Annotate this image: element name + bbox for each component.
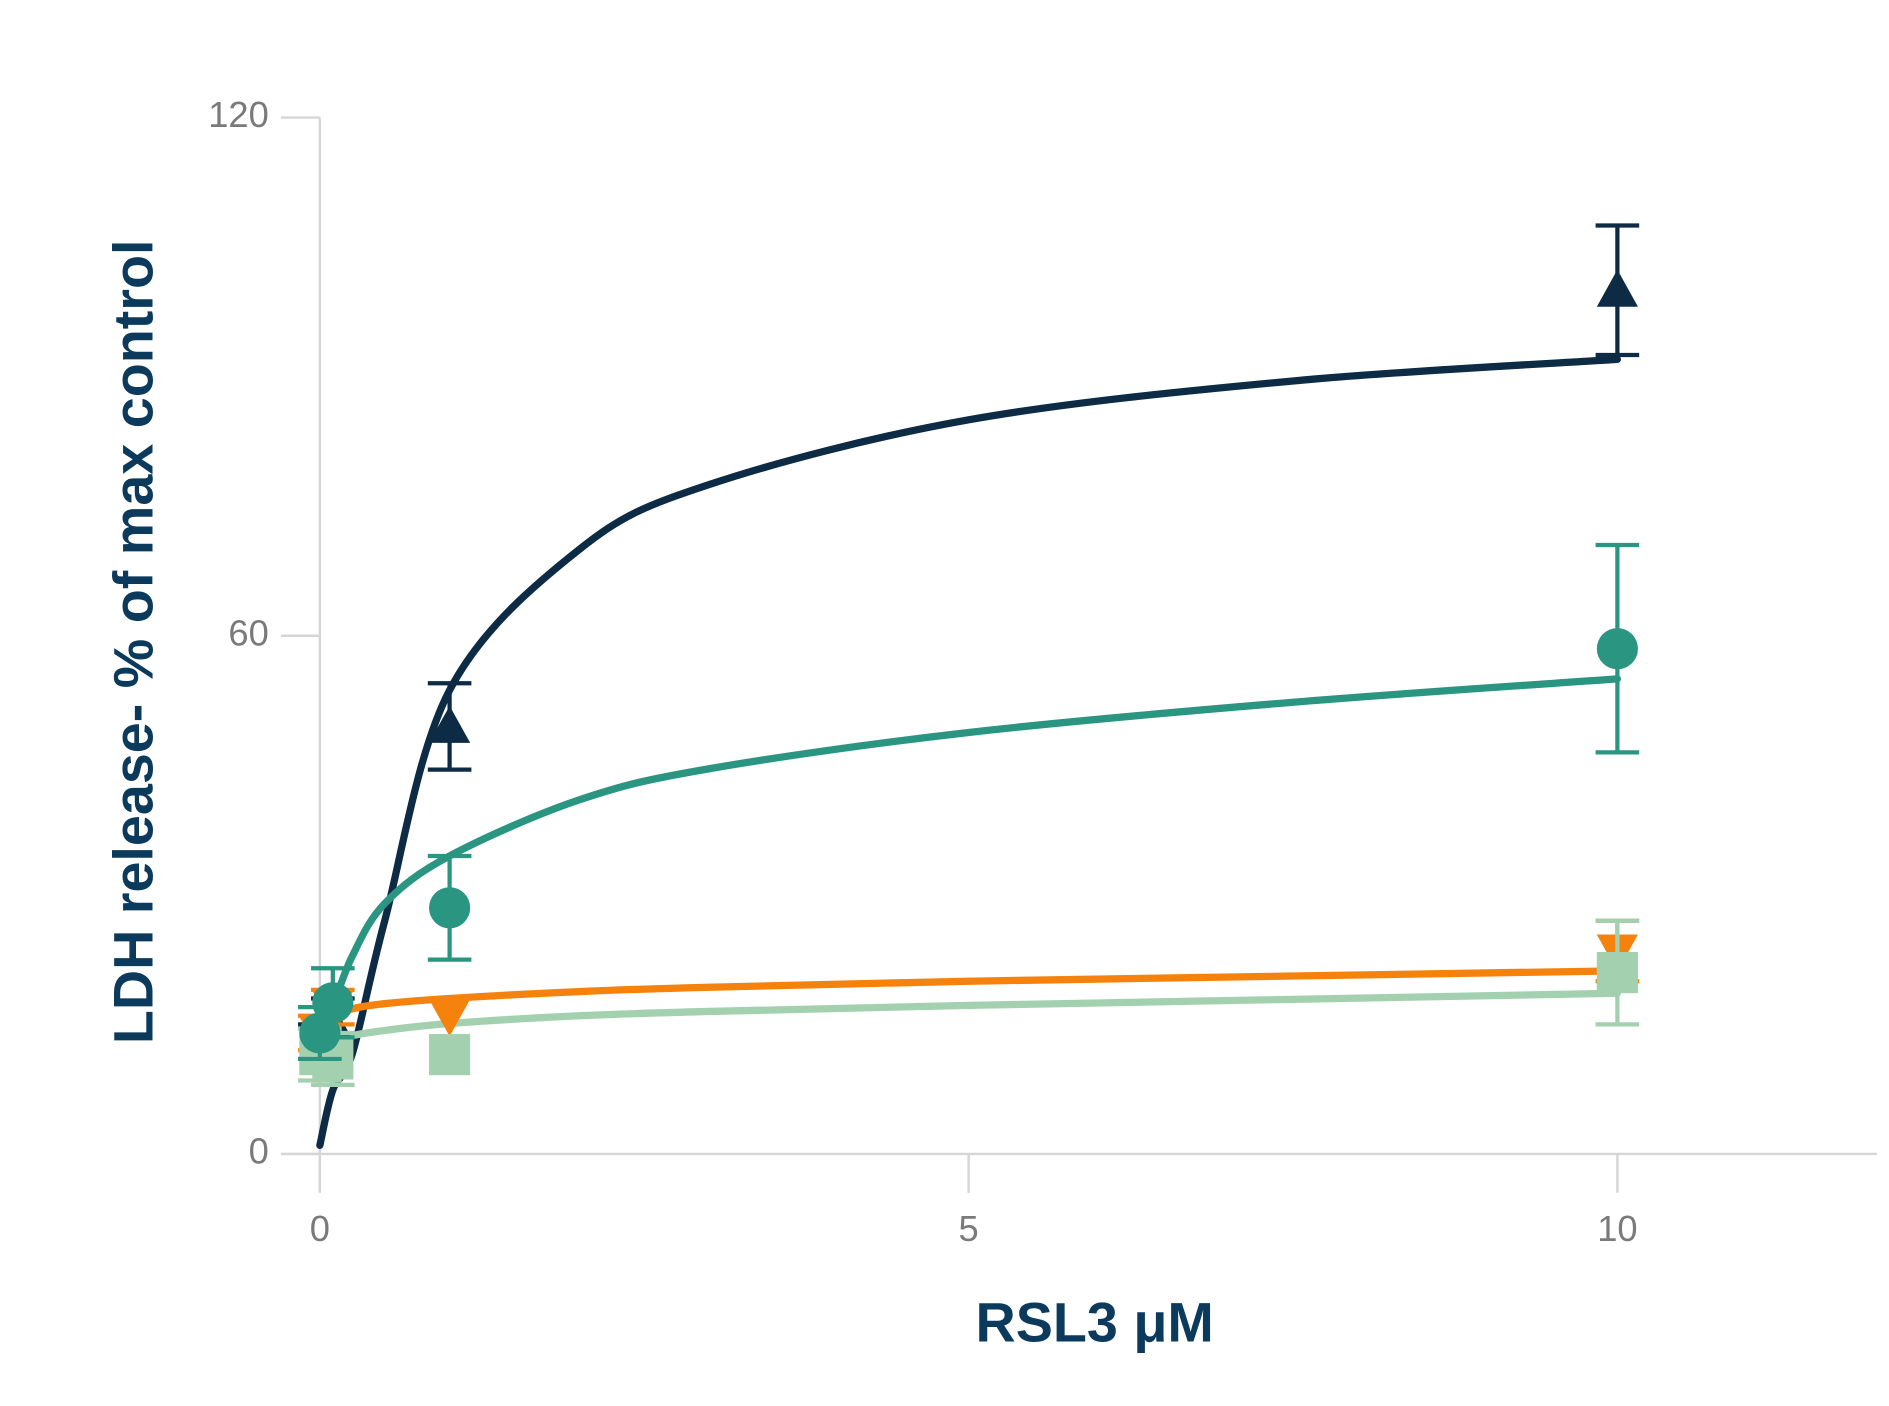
- data-point: [1596, 951, 1638, 994]
- x-tick-label: 10: [1597, 1208, 1637, 1249]
- data-point: [429, 887, 471, 929]
- x-tick-label: 0: [310, 1208, 330, 1249]
- fit-curve: [316, 989, 1622, 1050]
- data-point: [1596, 628, 1638, 670]
- y-axis-title: LDH release- % of max control: [103, 240, 165, 1045]
- fit-curve: [329, 675, 1622, 1011]
- x-tick-label: 5: [959, 1208, 979, 1249]
- fit-curve: [316, 967, 1622, 1029]
- y-tick-label: 120: [208, 94, 269, 135]
- data-point: [429, 1034, 471, 1076]
- data-point: [312, 982, 354, 1024]
- y-tick-label: 60: [228, 612, 268, 653]
- data-point: [429, 705, 471, 743]
- data-point: [429, 999, 471, 1037]
- y-tick-label: 0: [249, 1131, 269, 1172]
- x-axis-title: RSL3 μM: [976, 1292, 1214, 1354]
- data-point: [1596, 269, 1638, 307]
- fit-curve: [316, 355, 1622, 1149]
